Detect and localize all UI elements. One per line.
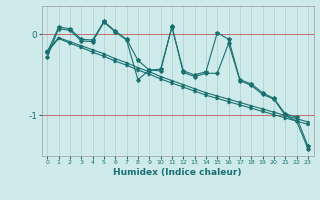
X-axis label: Humidex (Indice chaleur): Humidex (Indice chaleur): [113, 168, 242, 177]
